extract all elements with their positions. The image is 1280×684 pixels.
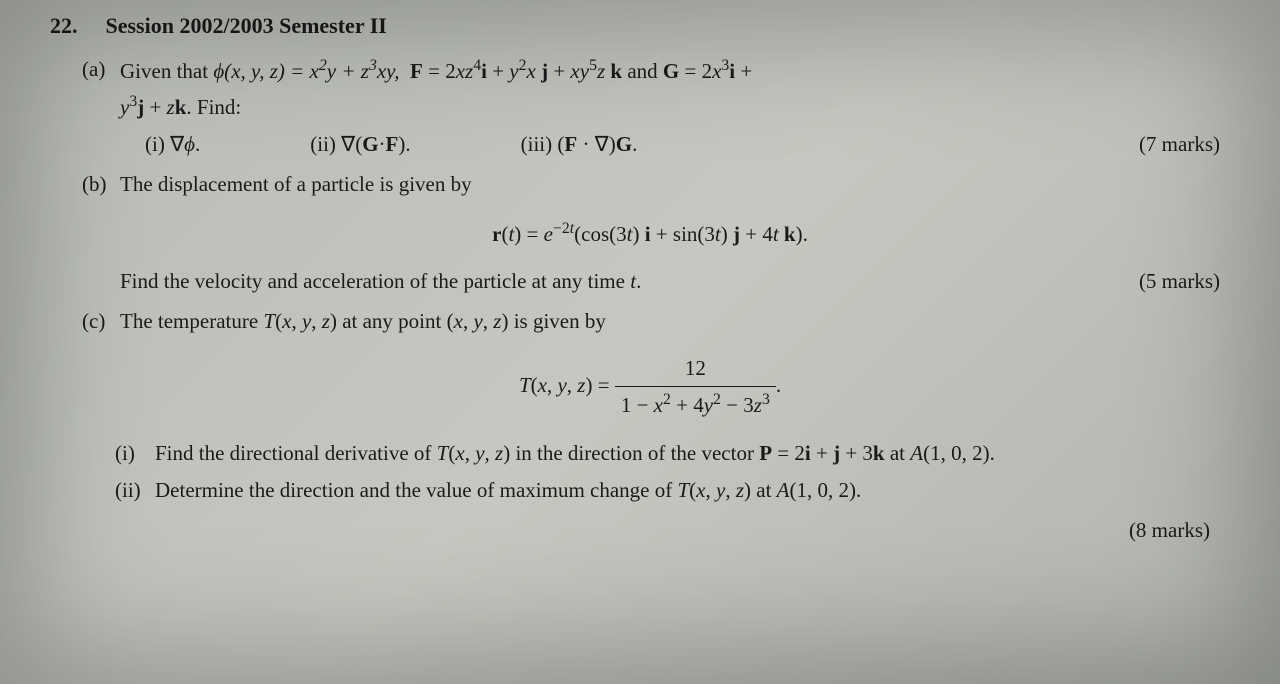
- part-a-label: (a): [82, 53, 105, 87]
- text-given: Given that: [120, 59, 213, 83]
- G-vector: G: [663, 59, 679, 83]
- document-body: 22. Session 2002/2003 Semester II (a) Gi…: [50, 8, 1250, 547]
- eq-period: .: [776, 373, 781, 397]
- part-c-marks: (8 marks): [1129, 518, 1210, 542]
- part-b-intro: The displacement of a particle is given …: [120, 172, 472, 196]
- period: .: [636, 269, 641, 293]
- part-b-label: (b): [82, 168, 107, 202]
- part-a-sub-ii: (ii) ∇(G·F).: [310, 128, 410, 162]
- numerator: 12: [615, 352, 776, 387]
- question-number: 22.: [50, 8, 100, 43]
- part-c-sub-ii: (ii) Determine the direction and the val…: [120, 474, 1250, 508]
- part-c-marks-row: (8 marks): [50, 514, 1250, 548]
- part-a-sub-i: (i) ∇ϕ.: [145, 128, 200, 162]
- part-a-line2: y3j + zk. Find:: [120, 95, 241, 119]
- part-c-sub-i: (i) Find the directional derivative of T…: [120, 437, 1250, 471]
- temp-text: The temperature: [120, 309, 263, 333]
- sub-i-text: Find the directional derivative of T(x, …: [155, 437, 1210, 471]
- question-header: 22. Session 2002/2003 Semester II: [50, 8, 1250, 43]
- part-a-marks: (7 marks): [1139, 128, 1220, 162]
- part-c-intro: The temperature T(x, y, z) at any point …: [120, 309, 606, 333]
- part-c-equation: T(x, y, z) = 12 1 − x2 + 4y2 − 3z3 .: [50, 352, 1250, 422]
- part-b-find-text: Find the velocity and acceleration of th…: [120, 269, 630, 293]
- given-by: is given by: [508, 309, 605, 333]
- session-title: Session 2002/2003 Semester II: [106, 13, 387, 38]
- roman-ii: (ii): [115, 474, 141, 508]
- part-a-sub-iii: (iii) (F · ∇)G.: [521, 128, 638, 162]
- phi-def: ϕ(x, y, z) = x2y + z3xy,: [213, 59, 399, 83]
- denominator: 1 − x2 + 4y2 − 3z3: [615, 387, 776, 423]
- part-a: (a) Given that ϕ(x, y, z) = x2y + z3xy, …: [120, 53, 1250, 162]
- part-c: (c) The temperature T(x, y, z) at any po…: [120, 305, 1250, 339]
- fraction: 12 1 − x2 + 4y2 − 3z3: [615, 352, 776, 422]
- part-a-subparts: (i) ∇ϕ. (ii) ∇(G·F). (iii) (F · ∇)G. (7 …: [145, 128, 1250, 162]
- roman-i: (i): [115, 437, 135, 471]
- part-b-equation: r(t) = e−2t(cos(3t) i + sin(3t) j + 4t k…: [50, 216, 1250, 252]
- part-b-marks: (5 marks): [1139, 265, 1220, 299]
- T-fn: T: [263, 309, 275, 333]
- part-b: (b) The displacement of a particle is gi…: [120, 168, 1250, 202]
- part-b-find: Find the velocity and acceleration of th…: [120, 265, 1250, 299]
- part-c-label: (c): [82, 305, 105, 339]
- F-vector: F: [410, 59, 423, 83]
- part-a-given: Given that ϕ(x, y, z) = x2y + z3xy, F = …: [120, 59, 752, 83]
- sub-ii-text: Determine the direction and the value of…: [155, 474, 1210, 508]
- at-point: at any point: [337, 309, 447, 333]
